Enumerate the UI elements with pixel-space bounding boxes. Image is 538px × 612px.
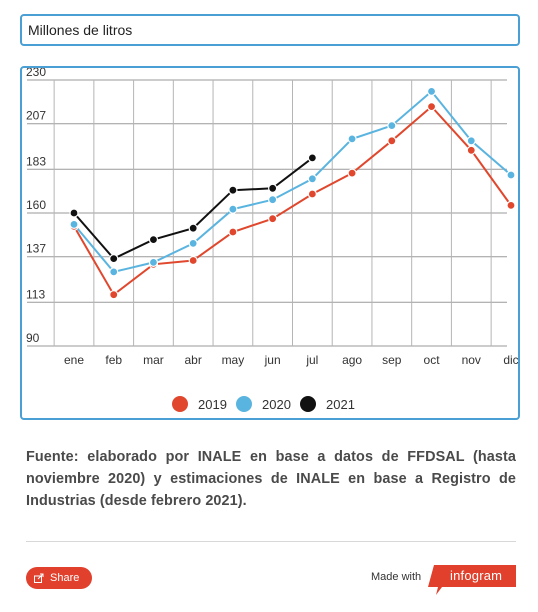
x-tick-label: sep bbox=[382, 353, 402, 367]
x-tick-label: nov bbox=[462, 353, 481, 367]
data-point-2020 bbox=[426, 86, 437, 96]
x-tick-label: feb bbox=[105, 353, 122, 367]
y-tick-label: 137 bbox=[26, 242, 46, 256]
brand-label: infogram bbox=[450, 568, 503, 583]
data-point-2020 bbox=[506, 170, 516, 180]
data-point-2020 bbox=[307, 174, 317, 184]
data-point-2021 bbox=[69, 208, 79, 218]
footer-divider bbox=[26, 541, 516, 542]
data-point-2021 bbox=[268, 183, 278, 193]
made-with-label: Made with bbox=[371, 571, 422, 583]
y-tick-label: 207 bbox=[26, 109, 46, 123]
data-point-2020 bbox=[268, 195, 278, 205]
legend-label-2019: 2019 bbox=[198, 397, 227, 412]
y-tick-label: 113 bbox=[26, 287, 45, 301]
data-point-2019 bbox=[426, 101, 437, 112]
data-point-2021 bbox=[228, 185, 238, 195]
legend-marker-2019 bbox=[172, 396, 188, 412]
x-tick-label: mar bbox=[143, 353, 164, 367]
chart-title-box: Millones de litros bbox=[20, 14, 520, 46]
y-tick-label: 160 bbox=[26, 198, 46, 212]
data-point-2021 bbox=[109, 254, 119, 264]
infogram-logo[interactable] bbox=[428, 565, 516, 595]
data-point-2020 bbox=[109, 267, 119, 277]
data-point-2021 bbox=[148, 235, 159, 245]
x-tick-label: abr bbox=[185, 353, 202, 367]
data-point-2020 bbox=[387, 120, 397, 131]
source-note: Fuente: elaborado por INALE en base a da… bbox=[26, 449, 516, 509]
data-point-2021 bbox=[307, 153, 317, 163]
x-tick-label: ene bbox=[64, 353, 84, 367]
x-tick-label: jun bbox=[264, 353, 281, 367]
data-point-2019 bbox=[307, 189, 317, 199]
data-point-2019 bbox=[347, 168, 357, 178]
data-point-2020 bbox=[347, 134, 357, 144]
x-tick-label: may bbox=[222, 353, 245, 367]
x-tick-label: oct bbox=[424, 353, 441, 367]
x-tick-label: jul bbox=[305, 353, 318, 367]
y-tick-label: 183 bbox=[26, 154, 46, 168]
legend-marker-2021 bbox=[300, 396, 316, 412]
data-point-2019 bbox=[387, 136, 397, 146]
data-point-2019 bbox=[268, 214, 278, 224]
share-label: Share bbox=[50, 572, 80, 584]
legend-marker-2020 bbox=[236, 396, 252, 412]
data-point-2020 bbox=[466, 136, 476, 146]
legend-label-2020: 2020 bbox=[262, 397, 291, 412]
data-point-2019 bbox=[466, 145, 476, 155]
share-button[interactable]: Share bbox=[26, 567, 92, 589]
x-tick-label: dic bbox=[503, 353, 518, 367]
legend-label-2021: 2021 bbox=[326, 397, 355, 412]
data-point-2020 bbox=[148, 257, 159, 267]
share-icon bbox=[34, 573, 44, 583]
data-point-2019 bbox=[109, 290, 119, 300]
data-point-2019 bbox=[506, 200, 516, 210]
data-point-2019 bbox=[228, 227, 238, 237]
y-tick-label: 90 bbox=[26, 331, 40, 345]
series-line-2019 bbox=[73, 105, 512, 297]
data-point-2019 bbox=[188, 255, 198, 266]
data-point-2021 bbox=[188, 223, 198, 233]
line-chart: 230 207 183 160 137 113 90 ene feb mar abr may jun ju… bbox=[26, 68, 518, 412]
y-tick-label: 230 bbox=[26, 68, 46, 79]
x-tick-label: ago bbox=[342, 353, 362, 367]
chart-container: 230 207 183 160 137 113 90 ene feb mar abr may jun ju… bbox=[20, 66, 520, 420]
data-point-2020 bbox=[228, 204, 238, 214]
data-point-2020 bbox=[188, 238, 198, 248]
data-point-2020 bbox=[69, 219, 79, 229]
series-line-2020 bbox=[73, 89, 512, 274]
chart-title: Millones de litros bbox=[28, 22, 133, 38]
